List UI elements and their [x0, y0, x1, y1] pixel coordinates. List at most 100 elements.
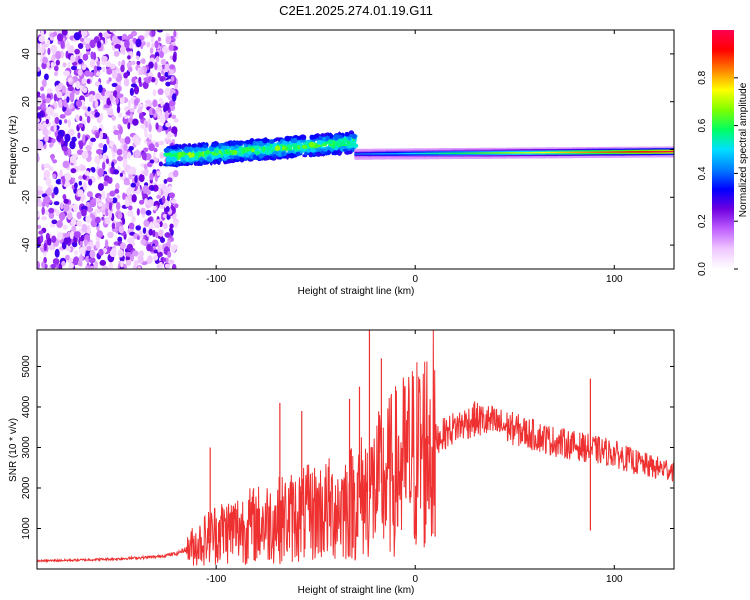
heatmap-cell: [132, 118, 139, 126]
heatmap-cell: [274, 145, 281, 151]
heatmap-cell: [63, 203, 70, 212]
heatmap-cell: [88, 178, 93, 186]
heatmap-cell: [144, 99, 152, 105]
heatmap-cell: [67, 148, 72, 158]
heatmap-cell: [206, 156, 213, 162]
heatmap-cell: [120, 260, 124, 268]
heatmap-cell: [81, 87, 88, 93]
heatmap-cell: [161, 195, 166, 204]
heatmap-cell: [55, 178, 62, 185]
heatmap-cell: [117, 132, 122, 141]
heatmap-cell: [101, 161, 106, 171]
heatmap-cell: [38, 230, 44, 235]
heatmap-cell: [90, 137, 97, 142]
heatmap-cell: [86, 115, 91, 124]
heatmap-cell: [168, 192, 175, 199]
heatmap-cell: [123, 72, 129, 79]
heatmap-cell: [140, 66, 144, 75]
heatmap-cell: [86, 245, 92, 252]
heatmap-cell: [301, 144, 308, 149]
heatmap-cell: [165, 81, 171, 87]
heatmap-cell: [272, 154, 278, 159]
heatmap-cell: [42, 78, 47, 88]
heatmap-cell: [103, 181, 109, 187]
heatmap-cell: [140, 163, 145, 168]
heatmap-cell: [51, 138, 56, 144]
heatmap-cell: [165, 205, 170, 213]
heatmap-cell: [89, 249, 96, 259]
heatmap-cell: [99, 259, 107, 266]
heatmap-cell: [61, 30, 68, 36]
heatmap-cell: [127, 55, 131, 60]
heatmap-cell: [128, 39, 134, 49]
heatmap-cell: [106, 68, 113, 75]
heatmap-cell: [333, 134, 340, 140]
heatmap-cell: [91, 110, 95, 116]
heatmap-cell: [97, 202, 103, 208]
heatmap-cell: [212, 159, 217, 165]
heatmap-cell: [111, 70, 118, 79]
heatmap-cell: [71, 177, 76, 183]
heatmap-cell: [156, 170, 161, 177]
heatmap-cell: [94, 99, 99, 108]
heatmap-cell: [70, 55, 75, 63]
heatmap-cell: [82, 182, 87, 191]
heatmap-cell: [174, 203, 179, 209]
heatmap-cell: [112, 125, 117, 131]
heatmap-cell: [45, 209, 49, 215]
heatmap-cell: [182, 160, 186, 164]
heatmap-cell: [59, 169, 63, 177]
heatmap-cell: [51, 235, 57, 243]
heatmap-cell: [101, 265, 109, 269]
heatmap-cell: [205, 149, 211, 155]
heatmap-cell: [67, 85, 74, 92]
heatmap-cell: [148, 61, 154, 69]
heatmap-cell: [173, 30, 177, 38]
heatmap-cell: [81, 64, 87, 71]
heatmap-cell: [167, 259, 175, 265]
heatmap-cell: [79, 115, 83, 122]
heatmap-cell: [350, 140, 356, 147]
heatmap-cell: [148, 76, 153, 81]
heatmap-cell: [159, 114, 166, 124]
heatmap-cell: [125, 259, 132, 266]
heatmap-cell: [137, 255, 144, 264]
heatmap-cell: [127, 169, 132, 175]
heatmap-cell: [138, 112, 144, 120]
heatmap-cell: [291, 138, 298, 144]
heatmap-cell: [52, 173, 57, 179]
heatmap-cell: [114, 188, 120, 194]
heatmap-cell: [51, 219, 58, 225]
heatmap-cell: [98, 153, 103, 160]
heatmap-cell: [64, 133, 71, 143]
heatmap-cell: [79, 37, 85, 42]
heatmap-cell: [56, 91, 63, 99]
heatmap-cell: [47, 47, 51, 56]
heatmap-cell: [195, 147, 202, 151]
heatmap-cell: [46, 187, 52, 197]
heatmap-cell: [89, 265, 95, 269]
heatmap-cell: [140, 238, 146, 246]
heatmap-cell: [167, 131, 171, 139]
heatmap-cell: [151, 43, 155, 48]
heatmap-cell: [69, 140, 76, 150]
heatmap-cell: [46, 39, 51, 47]
heatmap-cell: [146, 41, 151, 48]
heatmap-cell: [64, 110, 72, 116]
heatmap-cell: [37, 185, 43, 191]
heatmap-cell: [315, 151, 322, 157]
heatmap-cell: [106, 136, 110, 145]
heatmap-cell: [94, 197, 101, 203]
heatmap-cell: [119, 44, 126, 54]
heatmap-cell: [108, 202, 113, 211]
heatmap-cell: [143, 163, 148, 170]
heatmap-cell: [37, 140, 42, 148]
heatmap-cell: [53, 124, 57, 132]
heatmap-cell: [119, 138, 127, 145]
heatmap-cell: [292, 145, 298, 151]
heatmap-cell: [335, 141, 341, 148]
heatmap-cell: [254, 151, 261, 155]
heatmap-cell: [38, 35, 46, 43]
heatmap-cell: [63, 98, 68, 108]
heatmap-cell: [67, 128, 75, 137]
